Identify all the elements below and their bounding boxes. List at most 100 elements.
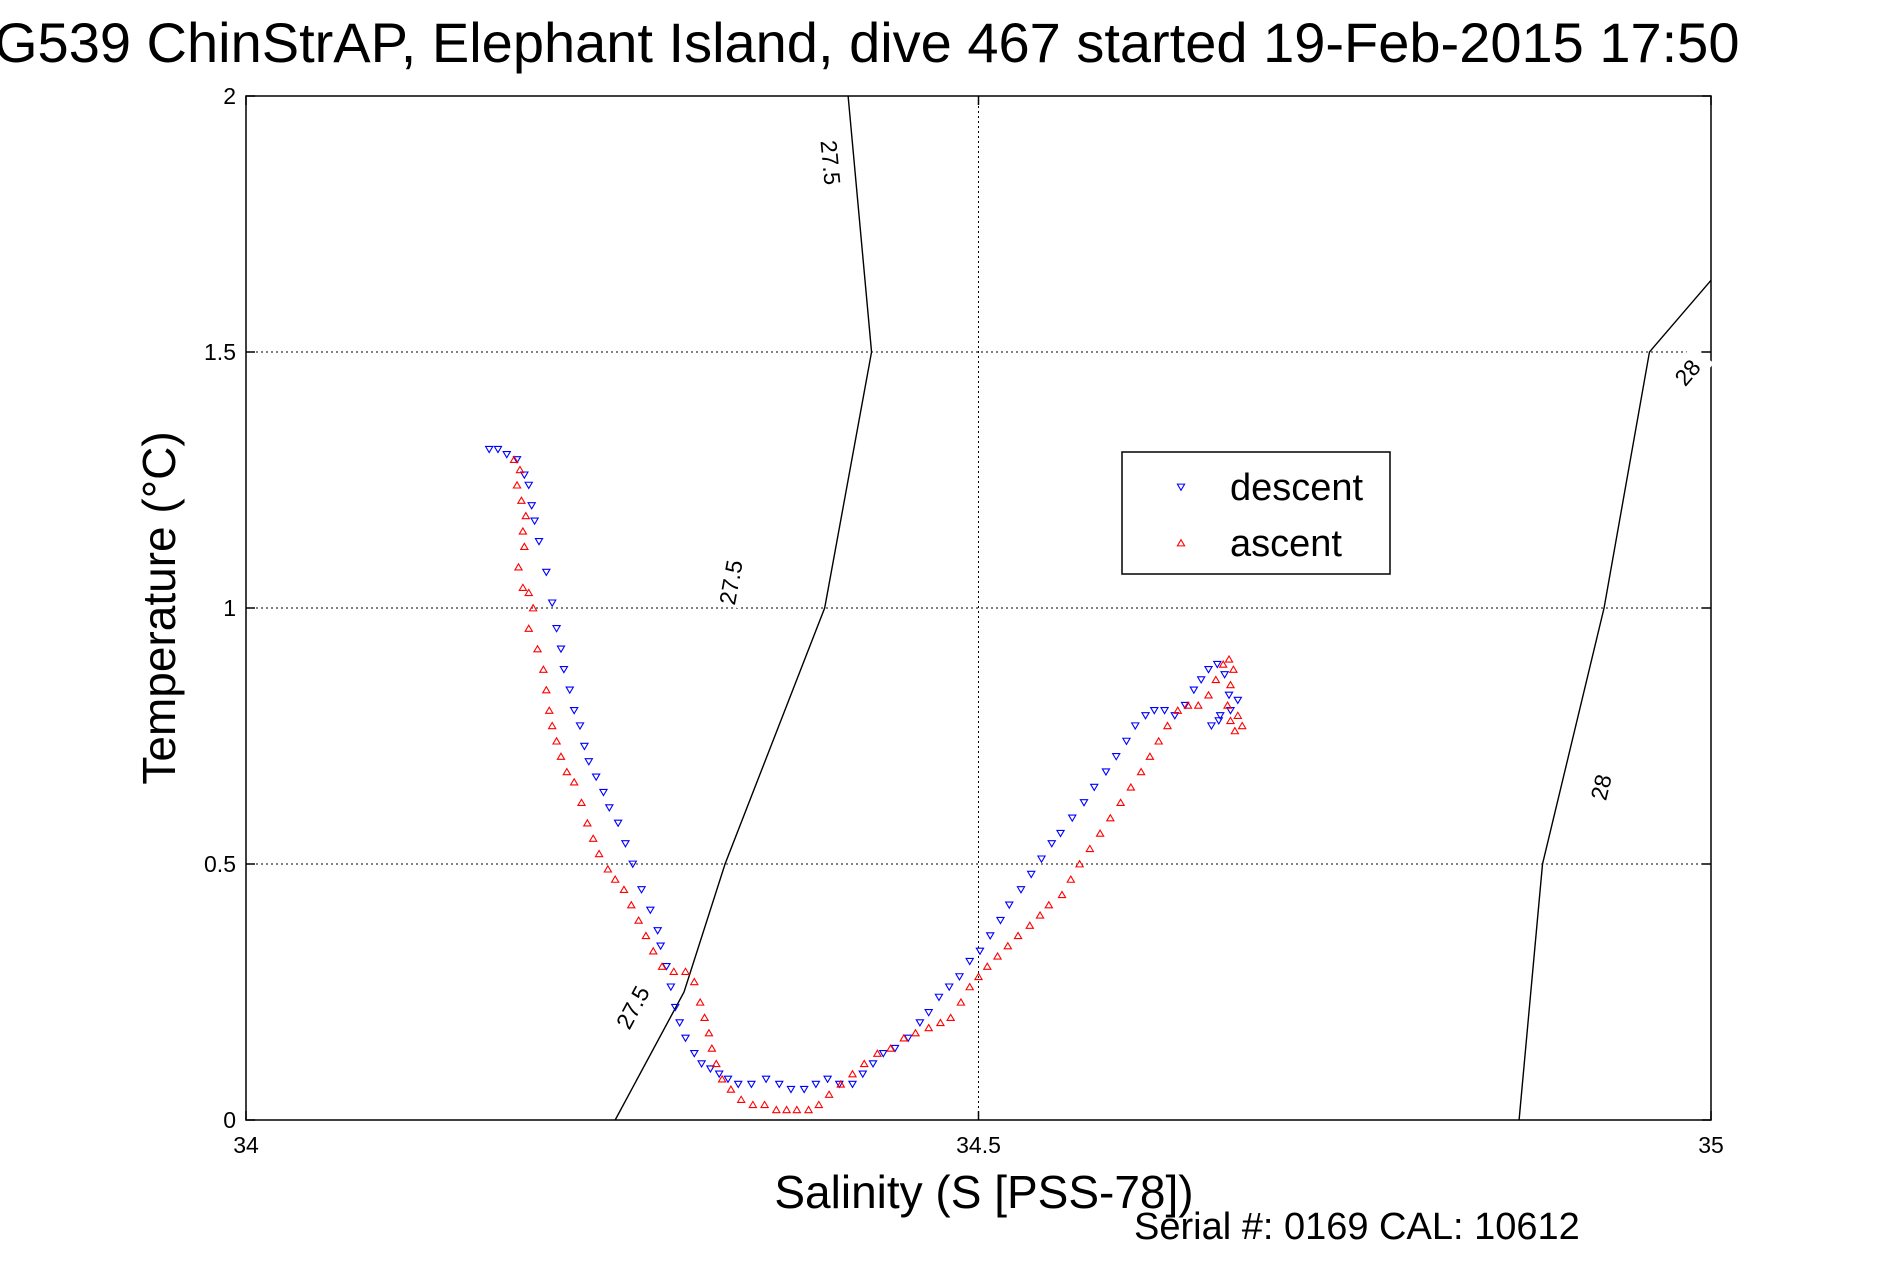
ascent-point bbox=[1095, 828, 1105, 837]
ascent-point bbox=[1145, 752, 1155, 760]
descent-point bbox=[761, 1075, 771, 1084]
descent-point bbox=[559, 666, 569, 674]
descent-point bbox=[1079, 799, 1089, 807]
descent-point bbox=[915, 1019, 925, 1028]
descent-point bbox=[502, 450, 512, 459]
ascent-point bbox=[1075, 859, 1085, 868]
y-tick-label: 2 bbox=[223, 83, 236, 109]
ascent-point bbox=[657, 962, 667, 970]
descent-point bbox=[811, 1080, 821, 1089]
descent-point bbox=[565, 686, 575, 695]
ascent-point bbox=[1173, 706, 1183, 714]
ascent-point bbox=[1035, 910, 1045, 919]
ascent-point bbox=[1013, 931, 1023, 940]
ascent-point bbox=[1044, 900, 1054, 909]
descent-point bbox=[944, 983, 954, 992]
ascent-point bbox=[1085, 844, 1095, 853]
ascent-point bbox=[521, 511, 531, 520]
ascent-point bbox=[680, 967, 691, 975]
descent-point bbox=[1047, 840, 1057, 848]
ascent-point bbox=[782, 1105, 792, 1114]
descent-point bbox=[530, 517, 540, 526]
ascent-point bbox=[699, 1013, 710, 1022]
ascent-point bbox=[562, 767, 572, 776]
descent-point bbox=[524, 481, 534, 490]
ascent-point bbox=[518, 583, 528, 591]
descent-point bbox=[733, 1080, 743, 1089]
ascent-point bbox=[552, 736, 562, 745]
ascent-point bbox=[588, 834, 598, 842]
descent-point bbox=[714, 1070, 724, 1079]
ascent-point bbox=[515, 465, 525, 474]
ascent-point bbox=[707, 1043, 717, 1052]
descent-point bbox=[1121, 737, 1132, 746]
ascent-point bbox=[847, 1069, 858, 1078]
ascent-point bbox=[836, 1079, 846, 1088]
ascent-point bbox=[726, 1084, 736, 1093]
ascent-point bbox=[814, 1100, 824, 1109]
descent-point bbox=[613, 819, 623, 828]
descent-point bbox=[620, 840, 630, 848]
descent-point bbox=[547, 599, 557, 608]
ascent-point bbox=[935, 1018, 945, 1027]
descent-point bbox=[965, 957, 975, 966]
x-tick-label: 34 bbox=[233, 1132, 259, 1158]
ascent-point bbox=[748, 1100, 758, 1109]
ascent-point bbox=[509, 455, 519, 463]
ascent-point bbox=[512, 480, 522, 489]
descent-point bbox=[1233, 696, 1243, 705]
descent-point bbox=[995, 916, 1006, 925]
descent-point bbox=[858, 1070, 868, 1079]
ascent-point bbox=[1225, 680, 1236, 689]
ascent-point bbox=[824, 1090, 834, 1098]
ascent-point bbox=[532, 644, 543, 653]
descent-point bbox=[689, 1050, 699, 1058]
descent-point bbox=[878, 1050, 888, 1058]
ascent-point bbox=[760, 1100, 770, 1109]
legend: descent ascent bbox=[1121, 451, 1391, 575]
ascent-point bbox=[619, 885, 629, 894]
descent-point bbox=[645, 906, 655, 915]
descent-point bbox=[1140, 712, 1151, 720]
ascent-point bbox=[1116, 798, 1126, 806]
ascent-point bbox=[859, 1059, 869, 1068]
descent-point bbox=[1055, 829, 1066, 838]
descent-point bbox=[774, 1080, 784, 1089]
ascent-point bbox=[1211, 675, 1221, 684]
ascent-point bbox=[1057, 890, 1067, 899]
descent-point bbox=[1214, 717, 1224, 725]
descent-point bbox=[697, 1060, 707, 1069]
ascent-point bbox=[1136, 767, 1146, 776]
descent-point bbox=[1149, 706, 1159, 715]
descent-point bbox=[985, 932, 995, 941]
descent-point bbox=[541, 568, 551, 577]
descent-point bbox=[1036, 855, 1047, 864]
ascent-point bbox=[544, 706, 554, 714]
descent-point bbox=[954, 973, 965, 981]
ascent-point bbox=[610, 875, 620, 883]
descent-point bbox=[705, 1065, 715, 1074]
descent-point bbox=[924, 1009, 934, 1017]
descent-point bbox=[847, 1080, 858, 1089]
ascent-point bbox=[513, 562, 524, 571]
ascent-point bbox=[956, 997, 966, 1006]
contour-label: 27.5 bbox=[816, 139, 846, 186]
contour-label: 28 bbox=[1585, 772, 1616, 803]
descent-point bbox=[1220, 671, 1230, 679]
ascent-point bbox=[717, 1074, 727, 1083]
ascent-point bbox=[695, 997, 705, 1006]
y-axis-label: Temperature (°C) bbox=[133, 431, 185, 784]
ascent-point bbox=[582, 818, 592, 827]
ascent-point bbox=[1237, 721, 1247, 730]
ascent-point bbox=[711, 1059, 721, 1068]
ascent-point bbox=[1230, 726, 1240, 735]
chart-title: G539 ChinStrAP, Elephant Island, dive 46… bbox=[0, 11, 1739, 74]
grid-lines bbox=[246, 96, 1711, 1120]
descent-point bbox=[670, 1003, 680, 1012]
descent-point bbox=[1089, 783, 1099, 792]
descent-point bbox=[598, 788, 609, 797]
ascent-point bbox=[1228, 665, 1238, 673]
descent-point bbox=[552, 625, 562, 633]
